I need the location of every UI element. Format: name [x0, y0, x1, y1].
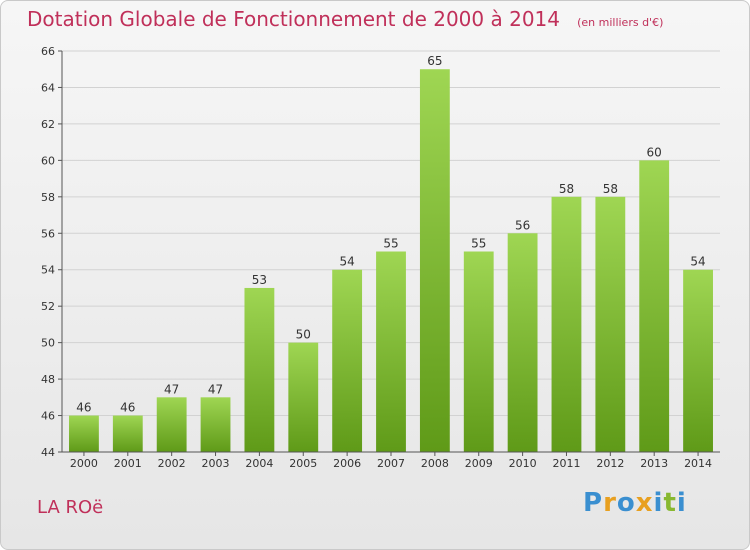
x-tick-label: 2010: [509, 457, 537, 470]
bar: [463, 251, 494, 452]
bar: [332, 269, 363, 452]
x-tick-label: 2004: [245, 457, 273, 470]
x-tick-label: 2009: [465, 457, 493, 470]
x-tick-label: 2003: [202, 457, 230, 470]
proxiti-logo: Proxiti: [583, 488, 687, 518]
bar: [112, 415, 143, 452]
bar: [595, 196, 626, 452]
x-tick-label: 2011: [552, 457, 580, 470]
chart-subtitle: (en milliers d'€): [577, 16, 664, 29]
x-tick-label: 2014: [684, 457, 712, 470]
bar-value-label: 47: [208, 382, 223, 396]
bar-value-label: 58: [603, 182, 618, 196]
logo-letter: o: [616, 488, 636, 518]
y-tick-label: 54: [41, 264, 55, 277]
y-tick-label: 48: [41, 373, 55, 386]
x-tick-label: 2007: [377, 457, 405, 470]
bar-value-label: 65: [427, 54, 442, 68]
logo-letter: x: [635, 488, 654, 518]
bar: [69, 415, 99, 452]
bar: [288, 342, 319, 452]
x-tick-label: 2001: [114, 457, 142, 470]
y-tick-label: 46: [41, 410, 55, 423]
y-tick-label: 64: [41, 81, 55, 94]
chart-title: Dotation Globale de Fonctionnement de 20…: [27, 7, 560, 31]
logo-letter: i: [653, 488, 664, 518]
y-tick-label: 52: [41, 300, 55, 313]
bar: [200, 397, 231, 452]
bar: [376, 251, 406, 452]
bar-value-label: 47: [164, 382, 179, 396]
bar: [156, 397, 187, 452]
x-tick-label: 2008: [421, 457, 449, 470]
x-tick-label: 2000: [70, 457, 98, 470]
bar: [639, 160, 670, 452]
bar-value-label: 60: [647, 145, 662, 159]
y-tick-label: 58: [41, 191, 55, 204]
y-tick-label: 60: [41, 154, 55, 167]
bar-value-label: 58: [559, 182, 574, 196]
logo-letter: i: [676, 488, 687, 518]
y-tick-label: 66: [41, 45, 55, 58]
bar-value-label: 50: [296, 328, 311, 342]
logo-letter: P: [583, 488, 604, 518]
x-tick-label: 2012: [596, 457, 624, 470]
bar: [507, 233, 538, 452]
bar: [419, 69, 450, 453]
bar-value-label: 54: [339, 255, 354, 269]
y-tick-label: 50: [41, 337, 55, 350]
y-tick-label: 44: [41, 446, 55, 459]
title-row: Dotation Globale de Fonctionnement de 20…: [27, 7, 663, 31]
x-tick-label: 2005: [289, 457, 317, 470]
x-tick-label: 2013: [640, 457, 668, 470]
logo-letter: r: [603, 488, 617, 518]
logo-letter: t: [663, 488, 677, 518]
bar-value-label: 46: [76, 401, 91, 415]
x-tick-label: 2006: [333, 457, 361, 470]
bar: [244, 287, 275, 452]
y-tick-label: 62: [41, 118, 55, 131]
bar: [683, 269, 713, 452]
bar-value-label: 53: [252, 273, 267, 287]
bar-value-label: 55: [383, 237, 398, 251]
y-tick-label: 56: [41, 227, 55, 240]
bar: [551, 196, 582, 452]
bar-value-label: 46: [120, 401, 135, 415]
bar-value-label: 54: [690, 255, 705, 269]
x-tick-label: 2002: [158, 457, 186, 470]
commune-name: LA ROë: [37, 497, 104, 518]
bar-value-label: 55: [471, 237, 486, 251]
bar-value-label: 56: [515, 218, 530, 232]
